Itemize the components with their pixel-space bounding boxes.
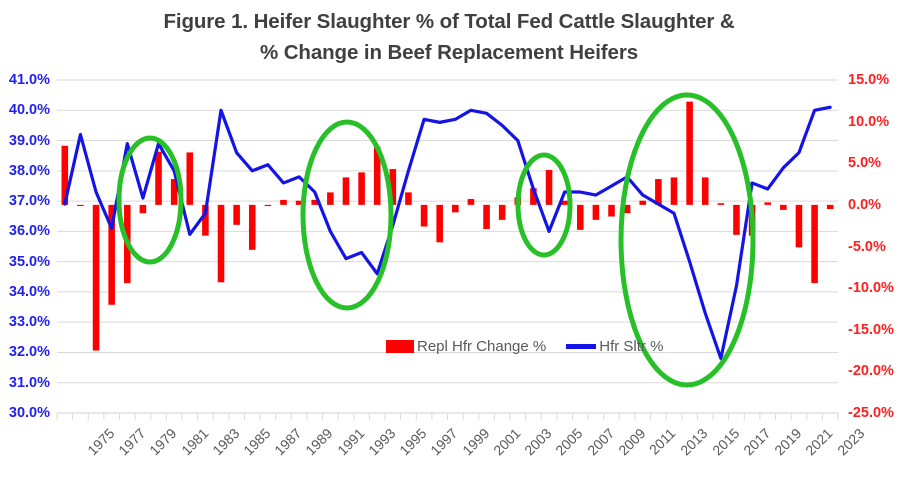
chart-title-line-2: % Change in Beef Replacement Heifers (259, 41, 639, 64)
left-axis-tick-8: 38.0% (8, 162, 50, 179)
left-axis-tick-9: 39.0% (8, 132, 50, 149)
left-axis-tick-0: 30.0% (8, 405, 50, 421)
oval-1979-1982 (116, 135, 184, 265)
x-axis-ticks (56, 413, 839, 420)
left-axis-tick-6: 36.0% (8, 223, 50, 240)
right-axis-tick-4: -5.0% (848, 238, 886, 255)
legend-swatch-bar-icon (386, 340, 414, 353)
oval-2012-2019 (618, 92, 756, 388)
right-axis-tick-3: -10.0% (848, 280, 894, 297)
right-axis-tick-5: 0.0% (848, 196, 882, 213)
left-axis-tick-4: 34.0% (8, 283, 50, 300)
bar-series-repl-hfr-change (61, 101, 834, 351)
left-axis-tick-11: 41.0% (8, 72, 50, 88)
right-axis-tick-0: -25.0% (848, 405, 894, 421)
right-axis-tick-1: -20.0% (848, 363, 894, 380)
right-axis-tick-2: -15.0% (848, 321, 894, 338)
legend-label-hfr-sltr: Hfr Sltr % (599, 338, 664, 355)
right-axis-tick-8: 15.0% (848, 72, 890, 88)
chart-legend: Repl Hfr Change % Hfr Sltr % (386, 338, 665, 355)
legend-label-repl-hfr-change: Repl Hfr Change % (417, 338, 547, 355)
left-axis-tick-2: 32.0% (8, 344, 50, 361)
left-axis-tick-10: 40.0% (8, 102, 50, 119)
left-axis-tick-7: 37.0% (8, 193, 50, 210)
legend-swatch-line-icon (566, 344, 597, 349)
oval-2005-2007 (515, 152, 573, 258)
chart-title: Figure 1. Heifer Slaughter % of Total Fe… (0, 6, 898, 68)
line-series-hfr-sltr (63, 105, 832, 361)
oval-1991-1996 (300, 119, 394, 311)
left-axis-tick-5: 35.0% (8, 253, 50, 270)
right-axis-tick-6: 5.0% (848, 155, 882, 172)
left-axis-tick-3: 33.0% (8, 314, 50, 331)
right-axis-tick-7: 10.0% (848, 113, 890, 130)
left-axis-tick-1: 31.0% (8, 374, 50, 391)
annotation-ovals (116, 92, 756, 388)
chart-title-line-1: Figure 1. Heifer Slaughter % of Total Fe… (163, 10, 735, 33)
